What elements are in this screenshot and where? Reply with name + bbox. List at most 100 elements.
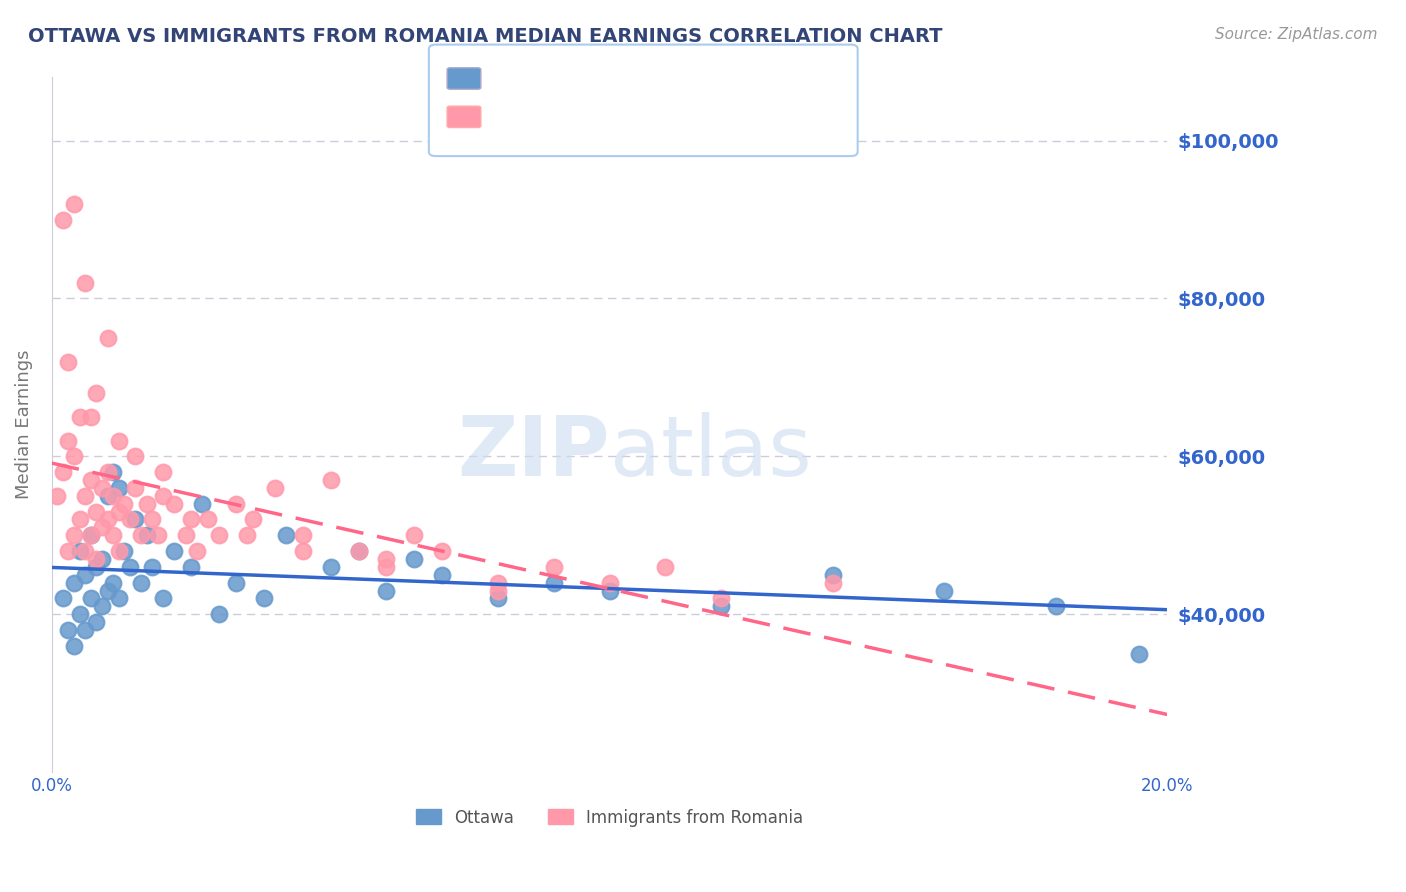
- Point: [543, 559, 565, 574]
- Point: [347, 544, 370, 558]
- Point: [486, 583, 509, 598]
- Text: ZIP: ZIP: [457, 412, 610, 493]
- Point: [152, 465, 174, 479]
- Point: [291, 528, 314, 542]
- Point: [135, 528, 157, 542]
- Point: [58, 623, 80, 637]
- Point: [1128, 647, 1150, 661]
- Point: [96, 465, 118, 479]
- Point: [163, 544, 186, 558]
- Point: [101, 528, 124, 542]
- Point: [58, 354, 80, 368]
- Point: [101, 575, 124, 590]
- Point: [75, 544, 97, 558]
- Point: [80, 591, 103, 606]
- Point: [91, 552, 114, 566]
- Point: [58, 434, 80, 448]
- Point: [599, 575, 621, 590]
- Point: [163, 497, 186, 511]
- Point: [141, 512, 163, 526]
- Point: [69, 607, 91, 622]
- Point: [347, 544, 370, 558]
- Point: [75, 567, 97, 582]
- Point: [118, 559, 141, 574]
- Point: [543, 575, 565, 590]
- Point: [124, 481, 146, 495]
- Point: [197, 512, 219, 526]
- Point: [821, 575, 844, 590]
- Point: [69, 544, 91, 558]
- Legend: Ottawa, Immigrants from Romania: Ottawa, Immigrants from Romania: [409, 802, 810, 833]
- Point: [96, 331, 118, 345]
- Point: [75, 623, 97, 637]
- Point: [124, 512, 146, 526]
- Point: [404, 552, 426, 566]
- Point: [112, 544, 135, 558]
- Point: [404, 528, 426, 542]
- Point: [291, 544, 314, 558]
- Point: [180, 559, 202, 574]
- Point: [236, 528, 259, 542]
- Point: [52, 212, 75, 227]
- Point: [101, 489, 124, 503]
- Point: [208, 607, 231, 622]
- Point: [52, 465, 75, 479]
- Point: [46, 489, 69, 503]
- Point: [821, 567, 844, 582]
- Point: [80, 528, 103, 542]
- Point: [191, 497, 214, 511]
- Point: [225, 575, 247, 590]
- Point: [146, 528, 169, 542]
- Point: [63, 639, 86, 653]
- Point: [75, 276, 97, 290]
- Text: Source: ZipAtlas.com: Source: ZipAtlas.com: [1215, 27, 1378, 42]
- Point: [180, 512, 202, 526]
- Point: [174, 528, 197, 542]
- Point: [112, 497, 135, 511]
- Point: [242, 512, 264, 526]
- Point: [91, 520, 114, 534]
- Point: [274, 528, 297, 542]
- Point: [107, 591, 129, 606]
- Point: [253, 591, 276, 606]
- Point: [186, 544, 208, 558]
- Text: R =  -0.153   N = 65: R = -0.153 N = 65: [485, 110, 683, 128]
- Point: [69, 512, 91, 526]
- Point: [152, 591, 174, 606]
- Text: R =  -0.088   N = 47: R = -0.088 N = 47: [485, 71, 683, 89]
- Point: [375, 583, 398, 598]
- Point: [80, 473, 103, 487]
- Point: [208, 528, 231, 542]
- Point: [86, 559, 108, 574]
- Point: [710, 599, 733, 614]
- Point: [52, 591, 75, 606]
- Point: [63, 528, 86, 542]
- Point: [69, 409, 91, 424]
- Point: [319, 473, 342, 487]
- Point: [141, 559, 163, 574]
- Point: [58, 544, 80, 558]
- Point: [432, 544, 454, 558]
- Point: [486, 591, 509, 606]
- Point: [107, 434, 129, 448]
- Point: [80, 409, 103, 424]
- Text: OTTAWA VS IMMIGRANTS FROM ROMANIA MEDIAN EARNINGS CORRELATION CHART: OTTAWA VS IMMIGRANTS FROM ROMANIA MEDIAN…: [28, 27, 942, 45]
- Point: [432, 567, 454, 582]
- Point: [1045, 599, 1067, 614]
- Point: [96, 583, 118, 598]
- Point: [654, 559, 676, 574]
- Point: [118, 512, 141, 526]
- Point: [135, 497, 157, 511]
- Point: [96, 489, 118, 503]
- Point: [91, 481, 114, 495]
- Point: [63, 196, 86, 211]
- Point: [129, 528, 152, 542]
- Point: [75, 489, 97, 503]
- Point: [86, 505, 108, 519]
- Point: [152, 489, 174, 503]
- Point: [96, 512, 118, 526]
- Point: [63, 575, 86, 590]
- Point: [91, 599, 114, 614]
- Point: [225, 497, 247, 511]
- Point: [107, 505, 129, 519]
